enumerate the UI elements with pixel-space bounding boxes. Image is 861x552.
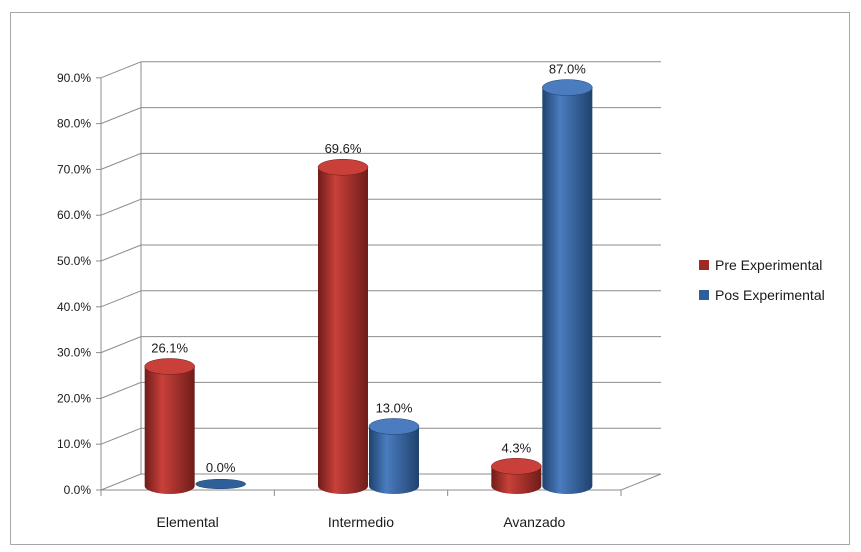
legend-swatch (699, 260, 709, 270)
gridline-side (100, 244, 142, 262)
data-label: 87.0% (549, 62, 586, 77)
bar-body (144, 366, 195, 494)
bar-body (542, 87, 593, 494)
bar-pos-experimental-elemental (195, 478, 246, 490)
y-tick-label: 10.0% (57, 437, 91, 451)
legend-swatch (699, 290, 709, 300)
y-tick-label: 70.0% (57, 162, 91, 176)
bar-pre-experimental-avanzado (491, 458, 542, 494)
data-label: 13.0% (376, 400, 413, 415)
bar-top (491, 458, 542, 475)
gridline-side (100, 336, 142, 354)
chart-frame: 0.0% 10.0% 20.0% 30.0% 40.0% 50.0% 60.0% 70.0% 8… (10, 12, 850, 545)
bar-body (369, 426, 419, 494)
gridline-side (100, 427, 142, 445)
legend-label: Pre Experimental (715, 257, 822, 273)
bar-body (318, 167, 368, 494)
bar-top (542, 79, 593, 96)
y-tick-label: 0.0% (64, 483, 92, 497)
x-category-label: Elemental (157, 514, 219, 530)
data-label: 69.6% (325, 141, 362, 156)
bar-chart: 0.0% 10.0% 20.0% 30.0% 40.0% 50.0% 60.0% 70.0% 8… (57, 61, 825, 530)
data-labels: 26.1% 0.0% 69.6% 13.0% 4.3% 87.0% (151, 62, 586, 475)
data-label: 0.0% (206, 460, 236, 475)
gridline-side (100, 152, 142, 170)
data-label: 26.1% (151, 340, 188, 355)
legend-label: Pos Experimental (715, 287, 825, 303)
y-tick-label: 30.0% (57, 346, 91, 360)
y-tick-label: 90.0% (57, 71, 91, 85)
y-tick-label: 60.0% (57, 208, 91, 222)
y-tick-label: 40.0% (57, 300, 91, 314)
gridline-side (100, 290, 142, 308)
y-axis-ticks: 0.0% 10.0% 20.0% 30.0% 40.0% 50.0% 60.0% 70.0% 8… (57, 71, 101, 497)
gridline-side (100, 107, 142, 125)
y-tick-label: 50.0% (57, 254, 91, 268)
bars (144, 79, 593, 494)
bar-pos-experimental-intermedio (368, 418, 420, 494)
y-tick-label: 80.0% (57, 117, 91, 131)
legend: Pre Experimental Pos Experimental (699, 257, 825, 303)
x-category-label: Avanzado (503, 514, 565, 530)
x-category-label: Intermedio (328, 514, 394, 530)
gridline-side (100, 61, 142, 79)
bar-top (195, 478, 246, 490)
bar-pre-experimental-intermedio (317, 158, 369, 494)
bar-top (368, 418, 420, 435)
bar-top (144, 358, 195, 375)
x-axis-categories: Elemental Intermedio Avanzado (100, 490, 622, 530)
y-tick-label: 20.0% (57, 391, 91, 405)
gridline-side (100, 198, 142, 216)
bar-pos-experimental-avanzado (542, 79, 593, 494)
bar-pre-experimental-elemental (144, 358, 195, 494)
bar-top (317, 158, 369, 176)
data-label: 4.3% (502, 440, 532, 455)
gridline-side (100, 381, 142, 399)
